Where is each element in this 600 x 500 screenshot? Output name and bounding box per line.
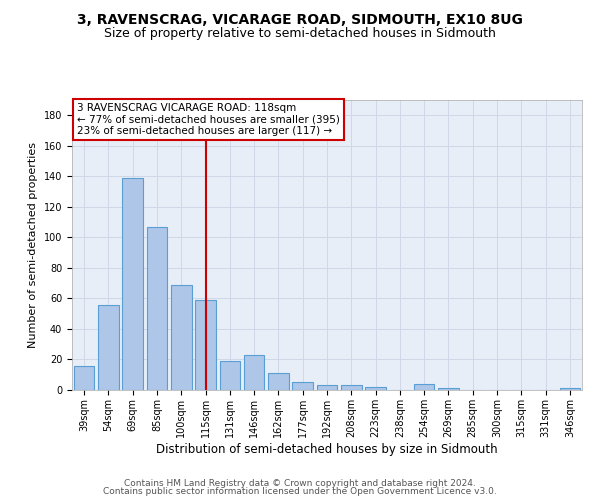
Text: Contains public sector information licensed under the Open Government Licence v3: Contains public sector information licen…	[103, 487, 497, 496]
Bar	[195, 300, 216, 390]
Bar	[171, 284, 191, 390]
Bar	[292, 382, 313, 390]
Bar	[220, 361, 240, 390]
Bar	[268, 373, 289, 390]
Bar	[438, 388, 459, 390]
Bar	[341, 386, 362, 390]
Bar	[98, 304, 119, 390]
X-axis label: Distribution of semi-detached houses by size in Sidmouth: Distribution of semi-detached houses by …	[156, 442, 498, 456]
Text: Contains HM Land Registry data © Crown copyright and database right 2024.: Contains HM Land Registry data © Crown c…	[124, 478, 476, 488]
Bar	[122, 178, 143, 390]
Bar	[244, 355, 265, 390]
Bar	[317, 386, 337, 390]
Bar	[560, 388, 580, 390]
Bar	[365, 387, 386, 390]
Text: 3 RAVENSCRAG VICARAGE ROAD: 118sqm
← 77% of semi-detached houses are smaller (39: 3 RAVENSCRAG VICARAGE ROAD: 118sqm ← 77%…	[77, 103, 340, 136]
Bar	[74, 366, 94, 390]
Text: Size of property relative to semi-detached houses in Sidmouth: Size of property relative to semi-detach…	[104, 28, 496, 40]
Bar	[414, 384, 434, 390]
Bar	[146, 226, 167, 390]
Text: 3, RAVENSCRAG, VICARAGE ROAD, SIDMOUTH, EX10 8UG: 3, RAVENSCRAG, VICARAGE ROAD, SIDMOUTH, …	[77, 12, 523, 26]
Y-axis label: Number of semi-detached properties: Number of semi-detached properties	[28, 142, 38, 348]
